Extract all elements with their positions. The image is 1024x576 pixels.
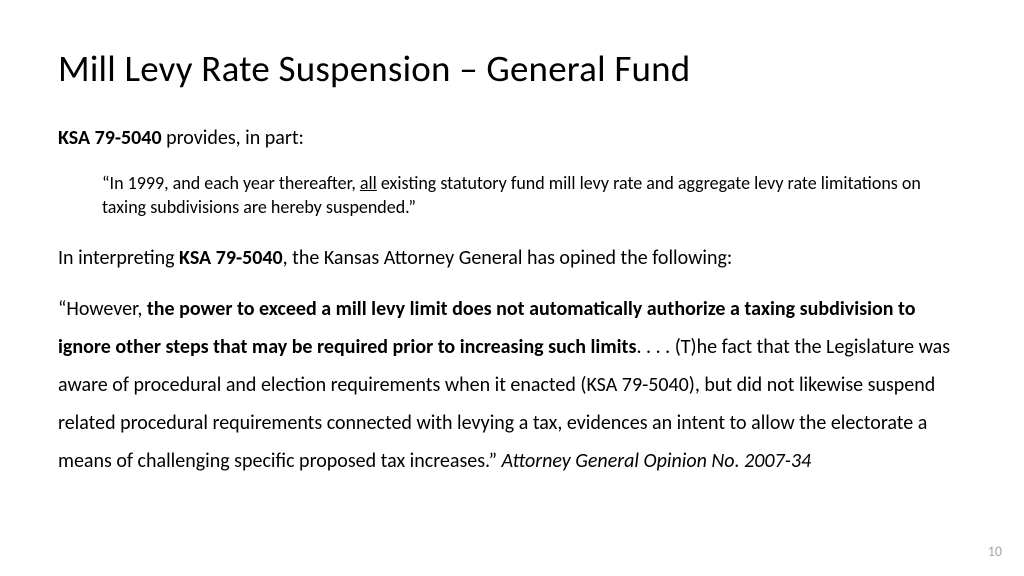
opinion-citation: Attorney General Opinion No. 2007-34 bbox=[502, 449, 812, 473]
statute-ref-2: KSA 79-5040 bbox=[179, 246, 283, 270]
intro-text: provides, in part: bbox=[162, 126, 304, 150]
opinion-open: “However, bbox=[58, 297, 147, 321]
intro-line: KSA 79-5040 provides, in part: bbox=[58, 125, 966, 151]
interp-pre: In interpreting bbox=[58, 246, 179, 270]
interp-post: , the Kansas Attorney General has opined… bbox=[283, 246, 733, 270]
opinion-paragraph: “However, the power to exceed a mill lev… bbox=[58, 290, 966, 480]
interpretation-line: In interpreting KSA 79-5040, the Kansas … bbox=[58, 245, 966, 272]
statute-quote: “In 1999, and each year thereafter, all … bbox=[102, 171, 966, 220]
statute-ref: KSA 79-5040 bbox=[58, 126, 162, 150]
quote-underlined: all bbox=[360, 172, 377, 194]
page-number: 10 bbox=[988, 543, 1002, 560]
slide: Mill Levy Rate Suspension – General Fund… bbox=[0, 0, 1024, 576]
quote-pre: “In 1999, and each year thereafter, bbox=[102, 172, 360, 194]
slide-title: Mill Levy Rate Suspension – General Fund bbox=[58, 48, 966, 91]
